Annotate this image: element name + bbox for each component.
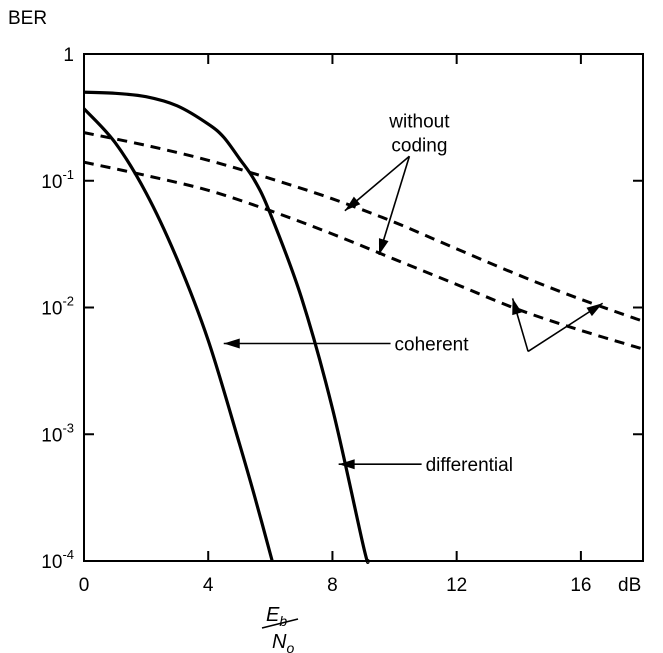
annotation-arrow-head — [378, 238, 389, 255]
solid-curve-1 — [83, 90, 370, 565]
annotation-arrow-head — [223, 338, 240, 349]
x-tick-label: 12 — [446, 575, 467, 596]
x-axis-label: Eb No — [261, 604, 299, 653]
dashed-curve-2 — [83, 131, 644, 323]
x-label-numerator: Eb — [266, 604, 287, 629]
x-label-e: E — [266, 604, 280, 626]
x-tick-label: 0 — [79, 575, 90, 596]
curves — [82, 90, 644, 565]
x-tick-label: 8 — [327, 575, 338, 596]
y-tick-label: 10-3 — [41, 420, 74, 446]
y-tick-label: 1 — [63, 45, 74, 66]
annotation-arrow-head — [338, 459, 355, 470]
annotation-arrow-line — [378, 156, 411, 256]
annotation-label: without — [388, 111, 450, 132]
annotation-arrow-head — [512, 298, 522, 316]
y-tick-label: 10-4 — [41, 547, 74, 573]
x-label-n: N — [272, 631, 287, 653]
annotation-label: differential — [426, 455, 513, 476]
x-unit-label: dB — [618, 575, 641, 596]
x-label-denominator: No — [272, 631, 294, 653]
y-tick-label: 10-2 — [41, 294, 74, 320]
y-tick-label: 10-1 — [41, 167, 74, 193]
solid-curve-0 — [82, 107, 274, 562]
dashed-curve-3 — [83, 160, 644, 351]
axis-ticks: 0 4 8 12 16 1 10-1 10-2 10-3 10-4 — [41, 45, 643, 596]
annotations: without coding coherent differential — [223, 111, 604, 476]
annotation-arrow-head — [586, 303, 603, 317]
x-label-o: o — [286, 640, 294, 653]
x-label-fraction-bar — [261, 618, 299, 629]
plot-frame — [83, 53, 644, 562]
y-axis-label: BER — [8, 8, 47, 29]
annotation-label: coherent — [395, 334, 470, 355]
x-tick-label: 16 — [570, 575, 591, 596]
x-tick-label: 4 — [203, 575, 214, 596]
annotation-arrow-head — [344, 196, 361, 211]
x-label-b: b — [279, 613, 287, 629]
annotation-label: coding — [391, 135, 447, 156]
